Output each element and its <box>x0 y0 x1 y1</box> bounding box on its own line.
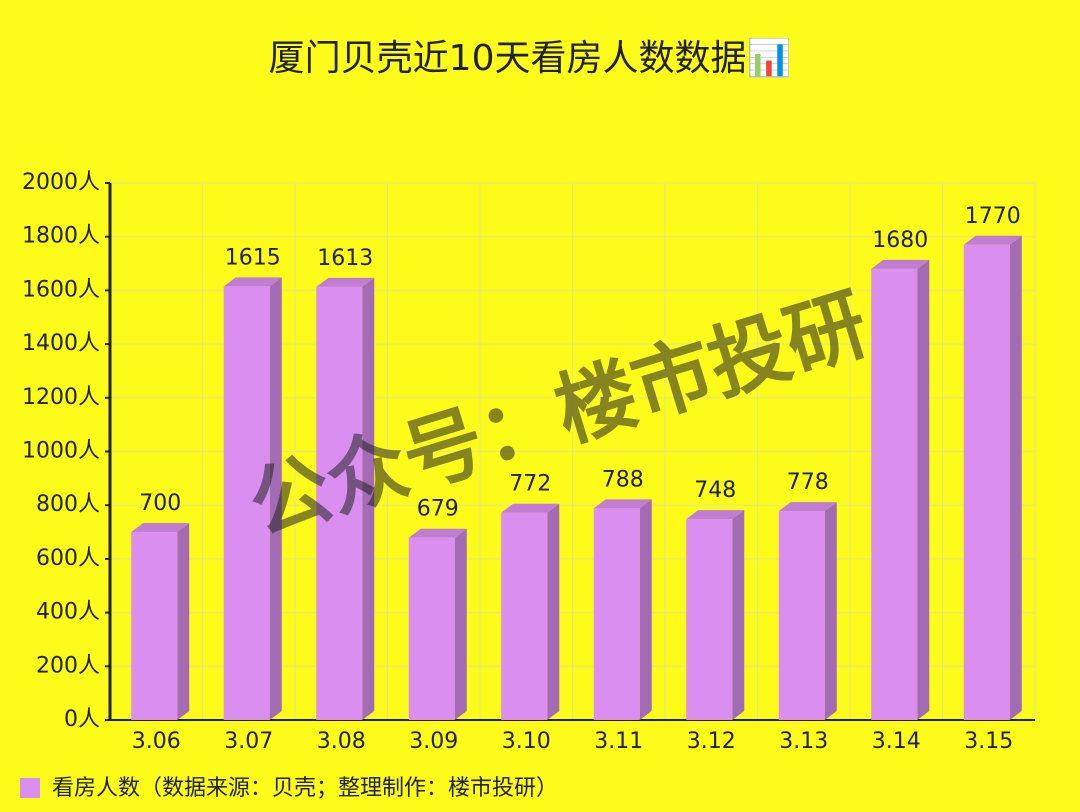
bar <box>408 537 455 720</box>
legend-swatch <box>20 778 40 798</box>
bar <box>131 532 178 720</box>
bar-top <box>593 499 652 509</box>
x-tick-label: 3.11 <box>594 729 643 754</box>
x-tick-label: 3.09 <box>409 729 458 754</box>
bar-side <box>454 528 467 720</box>
data-label: 788 <box>602 467 644 492</box>
y-tick-label: 1800人 <box>22 224 100 249</box>
data-label: 1770 <box>965 204 1021 229</box>
data-label: 700 <box>139 491 181 516</box>
bar-top <box>501 503 560 513</box>
data-label: 679 <box>417 497 459 522</box>
y-tick-label: 600人 <box>36 546 100 571</box>
y-tick-label: 0人 <box>64 707 100 732</box>
x-tick-label: 3.14 <box>872 729 921 754</box>
y-tick-label: 1400人 <box>22 331 100 356</box>
bar-top <box>131 523 190 533</box>
y-tick-label: 1000人 <box>22 439 100 464</box>
bar-side <box>824 502 837 720</box>
bar-side <box>639 499 652 720</box>
x-tick-label: 3.07 <box>224 729 273 754</box>
data-label: 748 <box>694 478 736 503</box>
bar <box>963 244 1010 720</box>
bar-top <box>316 277 375 287</box>
data-label: 772 <box>509 472 551 497</box>
bar-top <box>963 235 1022 245</box>
bar-side <box>732 510 745 720</box>
data-label: 1613 <box>317 246 373 271</box>
bar <box>686 519 733 720</box>
y-tick-label: 1200人 <box>22 385 100 410</box>
bar <box>223 286 270 720</box>
data-label: 778 <box>787 470 829 495</box>
bar-side <box>362 277 375 720</box>
bar-top <box>871 259 930 269</box>
y-tick-label: 800人 <box>36 492 100 517</box>
x-tick-label: 3.12 <box>687 729 736 754</box>
bar-top <box>408 528 467 538</box>
bar <box>778 511 825 720</box>
x-tick-label: 3.15 <box>964 729 1013 754</box>
y-tick-label: 1600人 <box>22 277 100 302</box>
bar-top <box>686 510 745 520</box>
y-tick-label: 200人 <box>36 653 100 678</box>
bar-side <box>917 259 930 720</box>
x-tick-label: 3.08 <box>317 729 366 754</box>
x-tick-label: 3.13 <box>779 729 828 754</box>
bar-top <box>223 277 282 287</box>
bar-top <box>778 502 837 512</box>
bar <box>593 508 640 720</box>
bar <box>501 512 548 720</box>
bar <box>871 268 918 720</box>
bar <box>316 286 363 720</box>
bar-side <box>1009 235 1022 720</box>
data-label: 1615 <box>225 245 281 270</box>
y-tick-label: 2000人 <box>22 170 100 195</box>
bar-side <box>177 523 190 720</box>
bar-side <box>269 277 282 720</box>
x-tick-label: 3.06 <box>132 729 181 754</box>
chart-title: 厦门贝壳近10天看房人数数据📊 <box>269 37 792 79</box>
plot: 0人 200人 400人 600人 800人 1000人 1200人 1400人 1600人 18… <box>22 170 1036 754</box>
data-label: 1680 <box>872 228 928 253</box>
x-tick-label: 3.10 <box>502 729 551 754</box>
legend-label: 看房人数（数据来源：贝壳；整理制作：楼市投研） <box>52 776 558 801</box>
bar-side <box>547 503 560 720</box>
y-tick-label: 400人 <box>36 600 100 625</box>
